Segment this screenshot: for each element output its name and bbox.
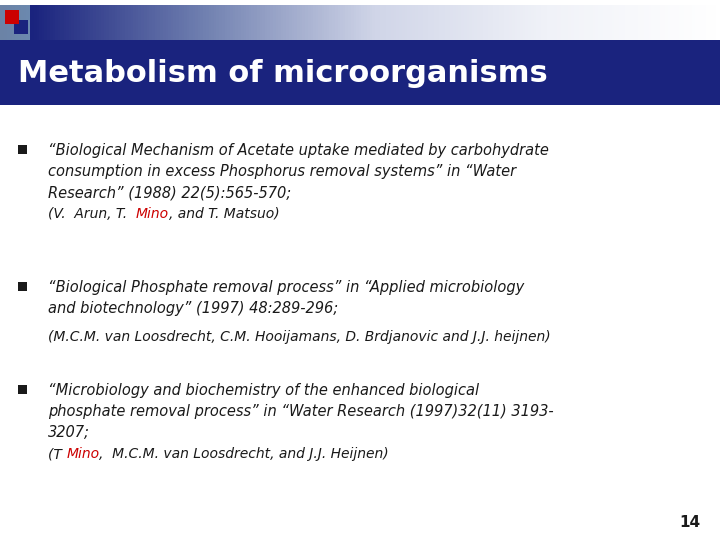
Bar — [14, 20, 28, 34]
Bar — [18, 145, 27, 153]
Text: (V.  Arun, T.: (V. Arun, T. — [48, 207, 136, 221]
Text: Metabolism of microorganisms: Metabolism of microorganisms — [18, 58, 548, 87]
Text: “Biological Mechanism of Acetate uptake mediated by carbohydrate
consumption in : “Biological Mechanism of Acetate uptake … — [48, 143, 549, 200]
Bar — [18, 281, 27, 291]
Text: (T: (T — [48, 447, 66, 461]
Text: “Biological Phosphate removal process” in “Applied microbiology
and biotechnolog: “Biological Phosphate removal process” i… — [48, 280, 524, 316]
Text: “Microbiology and biochemistry of the enhanced biological
phosphate removal proc: “Microbiology and biochemistry of the en… — [48, 383, 554, 440]
Text: 14: 14 — [679, 515, 700, 530]
Text: Mino: Mino — [66, 447, 99, 461]
Bar — [18, 384, 27, 394]
Text: (M.C.M. van Loosdrecht, C.M. Hooijamans, D. Brdjanovic and J.J. heijnen): (M.C.M. van Loosdrecht, C.M. Hooijamans,… — [48, 330, 551, 344]
Text: , and T. Matsuo): , and T. Matsuo) — [169, 207, 279, 221]
Text: ,  M.C.M. van Loosdrecht, and J.J. Heijnen): , M.C.M. van Loosdrecht, and J.J. Heijne… — [99, 447, 389, 461]
Bar — [0, 40, 720, 105]
Text: Mino: Mino — [136, 207, 169, 221]
Bar — [5, 10, 19, 24]
